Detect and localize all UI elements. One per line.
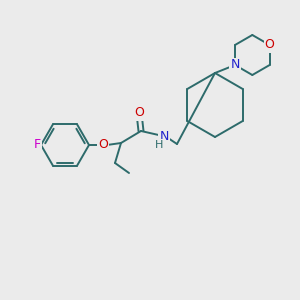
Text: O: O [98,139,108,152]
Text: N: N [230,58,240,71]
Text: N: N [159,130,169,142]
Text: O: O [134,106,144,119]
Text: F: F [33,139,40,152]
Text: O: O [265,38,275,52]
Text: H: H [155,140,163,150]
